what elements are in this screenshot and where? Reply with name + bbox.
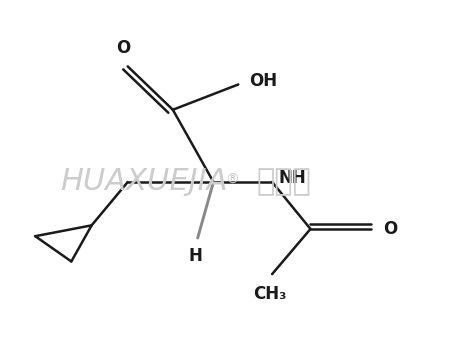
- Text: 化学加: 化学加: [257, 167, 311, 197]
- Text: CH₃: CH₃: [253, 285, 286, 303]
- Text: OH: OH: [250, 72, 278, 90]
- Text: O: O: [383, 220, 397, 238]
- Text: O: O: [116, 39, 130, 58]
- Text: HUAXUEJIA: HUAXUEJIA: [60, 167, 227, 197]
- Text: ®: ®: [225, 173, 239, 187]
- Text: H: H: [188, 247, 202, 265]
- Text: NH: NH: [279, 169, 306, 187]
